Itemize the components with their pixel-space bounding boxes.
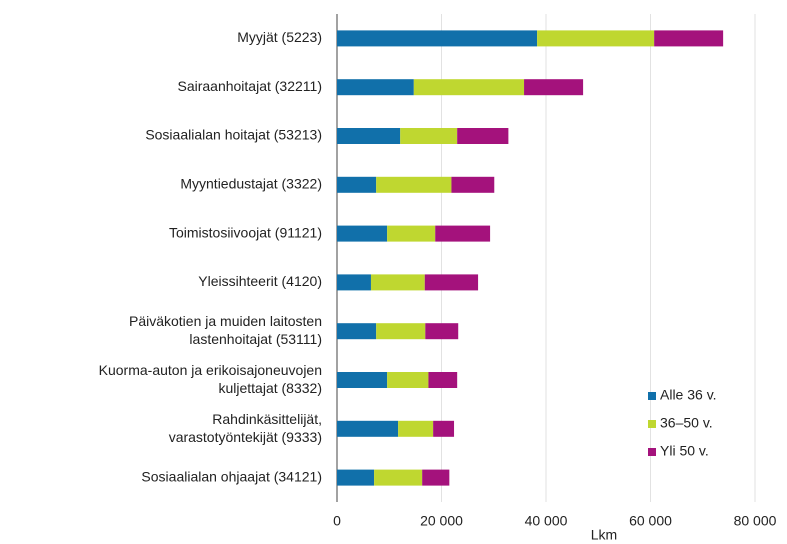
- x-tick-label: 80 000: [734, 513, 777, 529]
- bar-segment: [457, 128, 509, 144]
- bar-segment: [337, 469, 375, 486]
- bar-segment: [376, 323, 426, 340]
- bar-segment: [337, 30, 538, 47]
- bar-segment: [374, 469, 423, 486]
- y-tick-label: Sosiaalialan hoitajat (53213): [145, 127, 322, 143]
- y-tick-label: Rahdinkäsittelijät, varastotyöntekijät (9…: [169, 411, 322, 445]
- bar-segment: [422, 469, 450, 486]
- y-tick-label: Sosiaalialan ohjaajat (34121): [141, 468, 322, 484]
- y-tick-label: Päiväkotien ja muiden laitosten lastenhoi…: [129, 313, 322, 347]
- bar-segment: [654, 30, 724, 47]
- bar-segment: [337, 274, 371, 291]
- bar-segment: [398, 420, 434, 437]
- bar-segment: [387, 372, 429, 388]
- bar-segment: [337, 420, 399, 437]
- x-tick-label: 60 000: [629, 513, 672, 529]
- bar-segment: [537, 30, 655, 47]
- x-tick-label: 40 000: [525, 513, 568, 529]
- x-axis-label: Lkm: [591, 527, 617, 543]
- bar-segment: [337, 323, 377, 340]
- y-tick-label: Myyjät (5223): [237, 29, 322, 45]
- y-tick-label: Yleissihteerit (4120): [198, 273, 322, 289]
- bar-segment: [337, 176, 377, 193]
- bar-segment: [337, 128, 401, 144]
- legend-swatch: [648, 420, 656, 428]
- legend-swatch: [648, 392, 656, 400]
- bar-segment: [433, 420, 455, 437]
- bar-segment: [370, 274, 425, 291]
- legend-label: 36–50 v.: [660, 415, 713, 431]
- bar-segment: [337, 79, 414, 96]
- y-tick-label: Sairaanhoitajat (32211): [177, 78, 322, 94]
- bar-segment: [376, 176, 452, 193]
- x-tick-label: 0: [333, 513, 341, 529]
- bar-segment: [435, 225, 491, 242]
- x-tick-label: 20 000: [420, 513, 463, 529]
- y-tick-label: Myyntiedustajat (3322): [180, 176, 322, 192]
- bar-segment: [400, 128, 458, 144]
- bar-segment: [387, 225, 436, 242]
- legend-swatch: [648, 448, 656, 456]
- bar-segment: [337, 372, 388, 388]
- bar-segment: [413, 79, 525, 96]
- legend-label: Yli 50 v.: [660, 443, 709, 459]
- bar-segment: [524, 79, 584, 96]
- bar-segment: [451, 176, 495, 193]
- bar-segment: [428, 372, 458, 388]
- y-tick-label: Kuorma-auton ja erikoisajoneuvojen kuljet…: [99, 362, 322, 396]
- bar-segment: [424, 274, 479, 291]
- y-tick-label: Toimistosiivoojat (91121): [169, 224, 322, 240]
- legend-label: Alle 36 v.: [660, 387, 717, 403]
- bar-segment: [425, 323, 459, 340]
- bar-segment: [337, 225, 388, 242]
